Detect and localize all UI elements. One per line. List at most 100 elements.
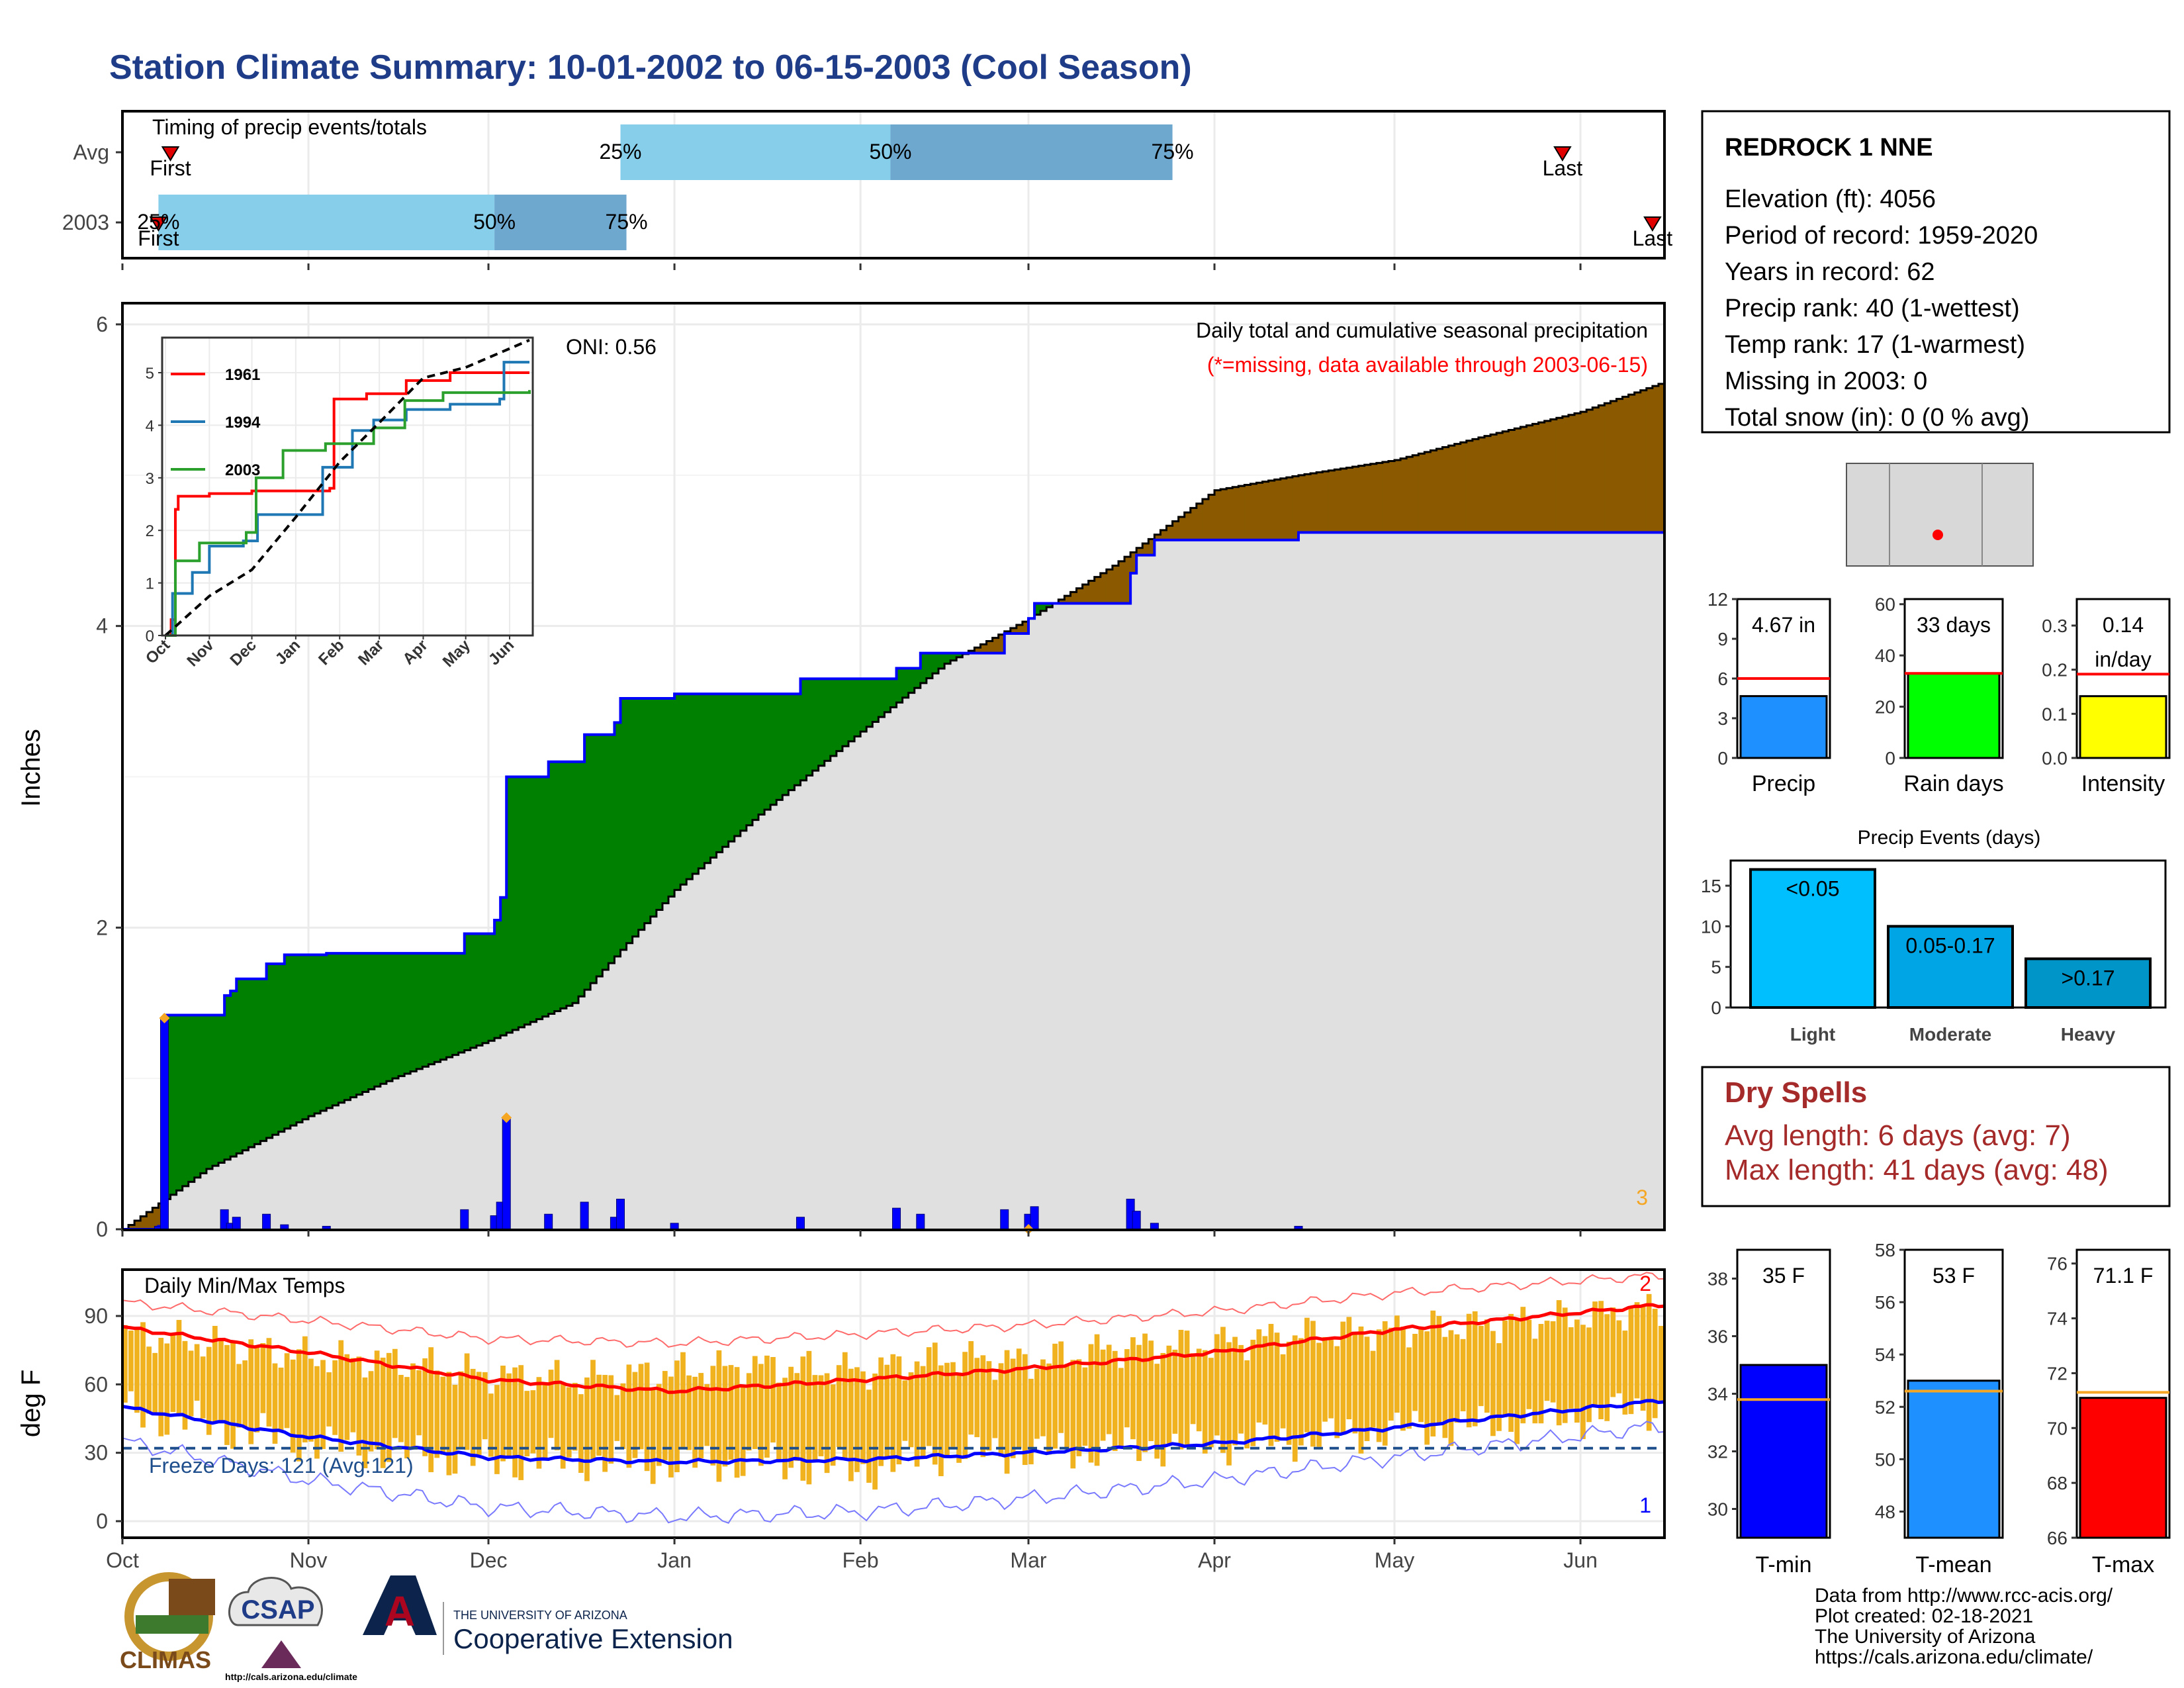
daily-precip-bar bbox=[892, 1207, 901, 1230]
daily-temp-bar bbox=[758, 1364, 764, 1466]
below-average-fill bbox=[1130, 552, 1137, 573]
above-average-fill bbox=[650, 698, 657, 917]
above-average-fill bbox=[212, 1015, 219, 1166]
mini-precip-ytick-label: 0.2 bbox=[2042, 660, 2068, 680]
below-average-fill bbox=[1328, 470, 1335, 533]
daily-temp-bar bbox=[1604, 1314, 1610, 1421]
below-average-fill bbox=[1016, 625, 1023, 634]
below-average-fill bbox=[974, 647, 981, 653]
daily-temp-bar bbox=[1526, 1319, 1532, 1409]
timing-bar-50-75 bbox=[890, 124, 1173, 180]
daily-temp-bar bbox=[1172, 1349, 1178, 1434]
below-average-fill bbox=[1304, 474, 1311, 533]
daily-temp-bar bbox=[806, 1350, 812, 1485]
below-average-fill bbox=[1154, 534, 1161, 540]
daily-temp-bar bbox=[914, 1361, 920, 1467]
daily-temp-bar bbox=[1640, 1306, 1646, 1411]
missing-note: (*=missing, data available through 2003-… bbox=[1207, 353, 1648, 377]
above-average-fill bbox=[338, 953, 345, 1103]
below-average-fill bbox=[1520, 426, 1527, 533]
daily-temp-bar bbox=[602, 1375, 608, 1472]
daily-temp-bar bbox=[818, 1375, 824, 1456]
below-average-fill bbox=[1196, 503, 1203, 540]
daily-temp-bar bbox=[1352, 1332, 1358, 1434]
inset-series-line-1994 bbox=[165, 361, 529, 637]
daily-temp-bar bbox=[1466, 1313, 1472, 1428]
above-average-fill bbox=[374, 953, 381, 1087]
daily-precip-bar bbox=[1030, 1206, 1039, 1230]
daily-temp-bar bbox=[404, 1377, 410, 1459]
mini-precip-ytick-label: 0.0 bbox=[2042, 748, 2068, 769]
below-average-fill bbox=[1442, 447, 1449, 533]
daily-temp-bar bbox=[1400, 1327, 1406, 1431]
first-label: First bbox=[138, 226, 179, 250]
above-average-fill bbox=[644, 698, 651, 923]
above-average-fill bbox=[608, 734, 615, 963]
daily-temp-bar bbox=[1346, 1317, 1352, 1420]
below-average-fill bbox=[1166, 526, 1173, 540]
daily-temp-bar bbox=[770, 1357, 776, 1443]
daily-temp-bar bbox=[1016, 1348, 1022, 1449]
below-average-fill bbox=[1268, 480, 1275, 540]
mini-precip-ytick-label: 0 bbox=[1885, 748, 1895, 769]
daily-temp-bar bbox=[1538, 1324, 1544, 1424]
daily-temp-bar bbox=[158, 1337, 164, 1436]
daily-temp-bar bbox=[1238, 1344, 1244, 1434]
climas-logo-text: CLIMAS bbox=[120, 1646, 211, 1673]
below-average-fill bbox=[1484, 436, 1491, 533]
daily-temp-bar bbox=[848, 1368, 854, 1481]
above-average-fill bbox=[284, 955, 291, 1129]
daily-temp-bar bbox=[1052, 1343, 1058, 1449]
daily-temp-bar bbox=[716, 1350, 722, 1482]
below-average-fill bbox=[146, 1211, 153, 1229]
daily-temp-bar bbox=[1046, 1363, 1052, 1455]
average-max-line bbox=[122, 1303, 1665, 1394]
daily-temp-bar bbox=[1484, 1319, 1490, 1413]
daily-temp-bar bbox=[1580, 1325, 1586, 1439]
daily-temp-bar bbox=[1070, 1360, 1076, 1469]
below-average-fill bbox=[1544, 420, 1551, 533]
mini-temp-label: T-min bbox=[1756, 1552, 1812, 1577]
above-average-fill bbox=[764, 694, 771, 810]
above-average-fill bbox=[236, 978, 243, 1154]
above-average-fill bbox=[584, 734, 591, 990]
footer-line: Plot created: 02-18-2021 bbox=[1815, 1605, 2033, 1627]
daily-precip-bar bbox=[280, 1224, 289, 1230]
below-average-fill bbox=[1370, 463, 1377, 533]
daily-temp-bar bbox=[1292, 1335, 1298, 1462]
above-average-fill bbox=[872, 679, 879, 722]
daily-precip-bar bbox=[916, 1213, 925, 1230]
daily-temp-bar bbox=[1160, 1352, 1166, 1467]
above-average-fill bbox=[602, 734, 609, 970]
above-average-fill bbox=[446, 953, 453, 1058]
below-average-fill bbox=[1286, 477, 1293, 540]
average-min-line bbox=[122, 1399, 1665, 1466]
below-average-fill bbox=[1562, 416, 1569, 533]
daily-temp-bar bbox=[842, 1352, 848, 1460]
daily-temp-bar bbox=[1556, 1300, 1562, 1426]
above-average-fill bbox=[362, 953, 369, 1092]
below-average-fill bbox=[1604, 403, 1612, 533]
daily-temp-bar bbox=[1262, 1336, 1268, 1425]
below-average-fill bbox=[1334, 469, 1342, 533]
below-average-fill bbox=[152, 1207, 159, 1229]
daily-temp-bar bbox=[812, 1375, 818, 1461]
daily-temp-bar bbox=[1082, 1367, 1088, 1446]
precip-ytick-label: 0 bbox=[96, 1217, 108, 1241]
daily-temp-bar bbox=[638, 1364, 644, 1450]
above-average-fill bbox=[938, 653, 945, 669]
daily-temp-bar bbox=[1586, 1327, 1592, 1423]
above-average-fill bbox=[824, 679, 831, 761]
daily-temp-bar bbox=[1040, 1359, 1046, 1436]
month-label: Jan bbox=[657, 1548, 692, 1572]
temp-frame bbox=[121, 1268, 1666, 1539]
footer-line: https://cals.arizona.edu/climate/ bbox=[1815, 1646, 2093, 1668]
temp-ytick-label: 90 bbox=[84, 1304, 108, 1328]
daily-temp-bar bbox=[938, 1365, 944, 1476]
daily-temp-bar bbox=[710, 1366, 716, 1466]
daily-precip-bar bbox=[1000, 1209, 1009, 1230]
daily-temp-bar bbox=[170, 1335, 176, 1412]
daily-temp-bar bbox=[836, 1365, 842, 1448]
daily-temp-bar bbox=[698, 1373, 704, 1458]
daily-temp-bar bbox=[1076, 1359, 1082, 1456]
